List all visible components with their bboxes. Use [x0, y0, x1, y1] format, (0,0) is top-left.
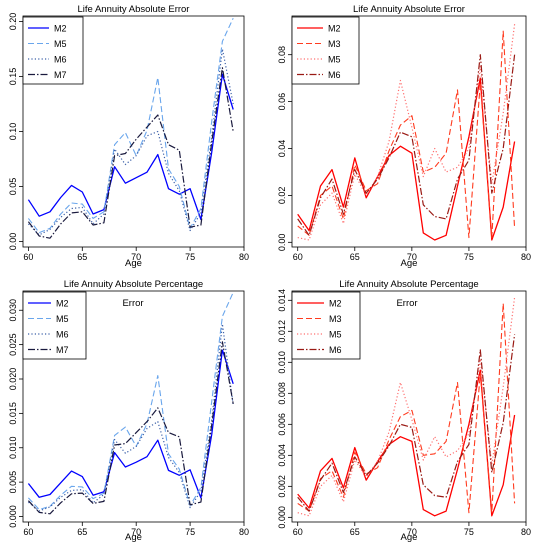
y-tick-label: 0.10: [8, 123, 18, 141]
x-tick-label: 65: [77, 252, 87, 262]
series-line-m6: [297, 334, 516, 512]
y-tick-label: 0.08: [277, 46, 287, 64]
y-tick-label: 0.20: [8, 13, 18, 31]
series-line-m5: [297, 24, 516, 241]
x-tick-label: 60: [23, 252, 33, 262]
y-tick-label: 0.010: [277, 351, 287, 374]
legend-label: M3: [328, 39, 341, 49]
y-tick-label: 0.000: [8, 505, 18, 528]
y-tick-label: 0.005: [8, 471, 18, 494]
legend-label: M2: [54, 24, 67, 34]
legend-label: M7: [56, 345, 69, 355]
x-tick-label: 70: [131, 527, 141, 537]
x-tick-label: 75: [185, 527, 195, 537]
series-line-m6: [27, 48, 234, 236]
y-tick-label: 0.04: [277, 140, 287, 158]
legend-label: M2: [328, 24, 341, 34]
legend-label: M5: [54, 39, 67, 49]
y-tick-label: 0.020: [8, 368, 18, 391]
y-tick-label: 0.014: [277, 289, 287, 312]
legend-label: M6: [56, 330, 69, 340]
legend: M2 M3 M5 M6: [291, 16, 360, 85]
x-tick-label: 60: [293, 527, 303, 537]
y-tick-label: 0.15: [8, 68, 18, 86]
x-tick-label: 80: [521, 527, 531, 537]
chart-title: Life Annuity Absolute Error: [353, 4, 465, 15]
legend-label: M3: [329, 314, 342, 324]
series-line-m2: [297, 369, 516, 517]
legend-label: M5: [328, 55, 341, 65]
chart-panel-3: Life Annuity Absolute Percentage Error 60 6…: [8, 279, 249, 543]
series-line-m6: [28, 323, 234, 512]
series-line-m5: [27, 292, 234, 511]
plot-frame: [291, 290, 527, 523]
legend-label: M5: [329, 330, 342, 340]
x-tick-label: 70: [407, 252, 417, 262]
y-tick-label: 0.008: [277, 382, 287, 405]
series-line-m6: [297, 54, 516, 236]
legend-label: M6: [54, 55, 67, 65]
legend-label: M6: [328, 70, 341, 80]
chart-panel-1: Life Annuity Absolute Error 60 65 70 75 80 0.0…: [8, 4, 249, 269]
y-tick-label: 0.00: [8, 233, 18, 251]
chart-title: Life Annuity Absolute Percentage: [64, 279, 203, 290]
series-line-m7: [27, 67, 234, 239]
y-tick-label: 0.010: [8, 436, 18, 459]
chart-subtitle: Error: [396, 298, 417, 309]
y-tick-label: 0.000: [277, 506, 287, 529]
x-axis-label: Age: [401, 258, 418, 269]
y-tick-label: 0.030: [8, 299, 18, 322]
y-tick-label: 0.00: [277, 234, 287, 252]
x-tick-label: 70: [131, 252, 141, 262]
x-axis-label: Age: [401, 532, 418, 543]
y-tick-label: 0.015: [8, 402, 18, 425]
legend-label: M2: [329, 299, 342, 309]
x-tick-label: 75: [185, 252, 195, 262]
series-line-m3: [297, 30, 516, 239]
chart-title: Life Annuity Absolute Percentage: [339, 279, 478, 290]
x-tick-label: 65: [350, 252, 360, 262]
x-axis-label: Age: [125, 258, 142, 269]
series-line-m5: [27, 17, 234, 234]
x-tick-label: 60: [293, 252, 303, 262]
y-tick-label: 0.004: [277, 444, 287, 467]
series-line-m5: [297, 297, 516, 517]
chart-panel-4: Life Annuity Absolute Percentage Error 60 6…: [277, 279, 531, 543]
legend-label: M6: [329, 345, 342, 355]
plot-frame: [22, 290, 245, 523]
y-tick-label: 0.02: [277, 187, 287, 205]
y-tick-label: 0.05: [8, 178, 18, 196]
y-tick-label: 0.002: [277, 475, 287, 498]
x-tick-label: 75: [464, 527, 474, 537]
plot-frame: [291, 15, 527, 248]
x-tick-label: 60: [23, 527, 33, 537]
legend: M2 M5 M6 M7: [22, 16, 84, 85]
series-line-m7: [27, 341, 234, 515]
y-tick-label: 0.025: [8, 333, 18, 356]
x-axis-label: Age: [125, 532, 142, 543]
x-tick-label: 80: [239, 252, 249, 262]
x-tick-label: 70: [407, 527, 417, 537]
legend: M2 M5 M6 M7: [22, 291, 87, 360]
legend-label: M2: [56, 299, 69, 309]
legend: M2 M3 M5 M6: [291, 291, 361, 360]
series-line-m2: [297, 77, 516, 241]
y-tick-label: 0.012: [277, 320, 287, 343]
x-tick-label: 65: [77, 527, 87, 537]
x-tick-label: 80: [239, 527, 249, 537]
x-tick-label: 80: [521, 252, 531, 262]
legend-label: M7: [54, 70, 67, 80]
chart-panel-2: Life Annuity Absolute Error 60 65 70 75 80 0.0…: [277, 4, 531, 269]
series-line-m2: [27, 73, 234, 221]
x-tick-label: 75: [464, 252, 474, 262]
x-tick-label: 65: [350, 527, 360, 537]
y-tick-label: 0.006: [277, 413, 287, 436]
y-tick-label: 0.06: [277, 93, 287, 111]
chart-title: Life Annuity Absolute Error: [78, 4, 190, 15]
chart-subtitle: Error: [122, 298, 143, 309]
series-line-m3: [297, 302, 516, 514]
legend-label: M5: [56, 314, 69, 324]
